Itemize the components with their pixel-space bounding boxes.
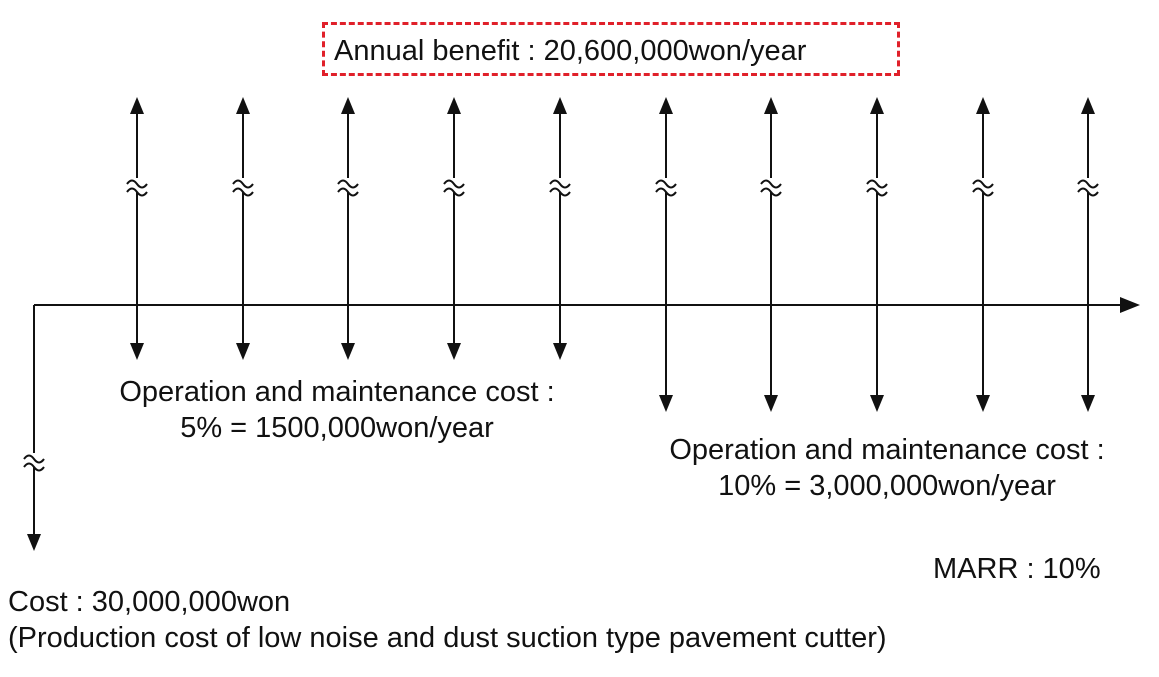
- benefit-break-mark: [549, 178, 571, 197]
- annual-benefit-label: Annual benefit : 20,600,000won/year: [334, 35, 807, 67]
- year-cash-flow-8: [866, 97, 888, 412]
- maintenance-arrowhead: [870, 395, 884, 412]
- maintenance-arrowhead: [236, 343, 250, 360]
- benefit-arrowhead: [659, 97, 673, 114]
- initial-cost-description: (Production cost of low noise and dust s…: [8, 622, 887, 654]
- benefit-arrowhead: [870, 97, 884, 114]
- benefit-break-mark: [443, 178, 465, 197]
- benefit-arrowhead: [976, 97, 990, 114]
- year-cash-flow-3: [337, 97, 359, 360]
- marr-label: MARR : 10%: [933, 553, 1101, 585]
- year-cash-flow-4: [443, 97, 465, 360]
- year-cash-flow-1: [126, 97, 148, 360]
- benefit-break-mark: [126, 178, 148, 197]
- benefit-break-mark: [337, 178, 359, 197]
- year-cash-flow-7: [760, 97, 782, 412]
- initial-cost-break-mark: [23, 453, 45, 472]
- benefit-arrowhead: [130, 97, 144, 114]
- benefit-arrowhead: [764, 97, 778, 114]
- benefit-arrowhead: [341, 97, 355, 114]
- maintenance-cost-second-label: Operation and maintenance cost : 10% = 3…: [634, 432, 1140, 504]
- initial-cost-arrowhead: [27, 534, 41, 551]
- benefit-arrowhead: [447, 97, 461, 114]
- maintenance-cost-first-label: Operation and maintenance cost : 5% = 15…: [84, 374, 590, 446]
- cash-flow-arrows: [23, 97, 1099, 551]
- benefit-break-mark: [972, 178, 994, 197]
- initial-cost-label: Cost : 30,000,000won: [8, 586, 291, 618]
- benefit-break-mark: [760, 178, 782, 197]
- year-cash-flow-2: [232, 97, 254, 360]
- maintenance-arrowhead: [447, 343, 461, 360]
- maintenance-arrowhead: [553, 343, 567, 360]
- year-cash-flow-10: [1077, 97, 1099, 412]
- time-axis: [34, 297, 1140, 313]
- benefit-break-mark: [655, 178, 677, 197]
- maintenance-cost-second-line2: 10% = 3,000,000won/year: [718, 470, 1056, 502]
- maintenance-cost-second-line1: Operation and maintenance cost :: [669, 434, 1105, 466]
- benefit-break-mark: [232, 178, 254, 197]
- benefit-arrowhead: [1081, 97, 1095, 114]
- maintenance-arrowhead: [130, 343, 144, 360]
- maintenance-arrowhead: [1081, 395, 1095, 412]
- benefit-arrowhead: [553, 97, 567, 114]
- benefit-break-mark: [1077, 178, 1099, 197]
- time-axis-arrowhead: [1120, 297, 1140, 313]
- maintenance-arrowhead: [764, 395, 778, 412]
- maintenance-cost-first-line1: Operation and maintenance cost :: [119, 376, 555, 408]
- benefit-break-mark: [866, 178, 888, 197]
- year-cash-flow-5: [549, 97, 571, 360]
- maintenance-arrowhead: [341, 343, 355, 360]
- benefit-arrowhead: [236, 97, 250, 114]
- year-cash-flow-6: [655, 97, 677, 412]
- maintenance-arrowhead: [976, 395, 990, 412]
- annual-benefit-box: [322, 22, 900, 76]
- maintenance-arrowhead: [659, 395, 673, 412]
- year-cash-flow-9: [972, 97, 994, 412]
- maintenance-cost-first-line2: 5% = 1500,000won/year: [180, 412, 494, 444]
